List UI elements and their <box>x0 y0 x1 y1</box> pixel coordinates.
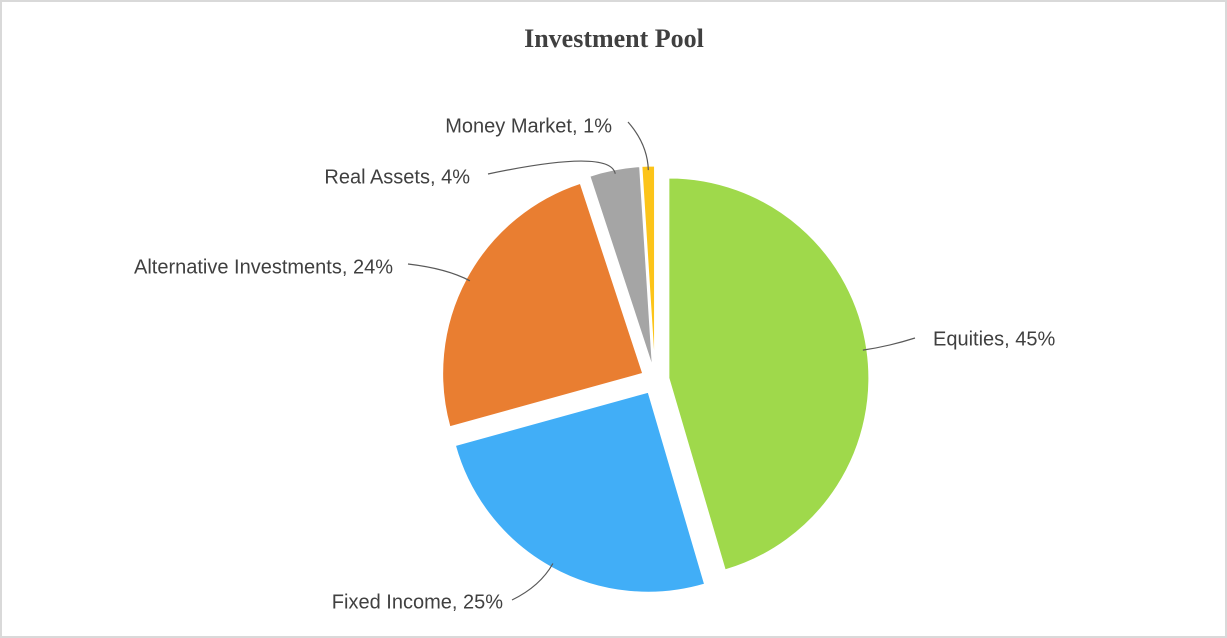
leader-line <box>511 563 554 601</box>
data-label: Equities, 45% <box>933 328 1056 350</box>
data-label: Alternative Investments, 24% <box>134 256 393 278</box>
leader-line <box>627 121 649 171</box>
chart-title: Investment Pool <box>524 24 704 53</box>
leader-line <box>487 160 616 175</box>
pie-slice <box>589 166 653 367</box>
data-label: Fixed Income, 25% <box>332 591 503 613</box>
leader-line <box>407 263 471 282</box>
data-label: Real Assets, 4% <box>324 166 470 188</box>
data-label: Money Market, 1% <box>445 115 612 137</box>
leader-line <box>862 337 916 351</box>
